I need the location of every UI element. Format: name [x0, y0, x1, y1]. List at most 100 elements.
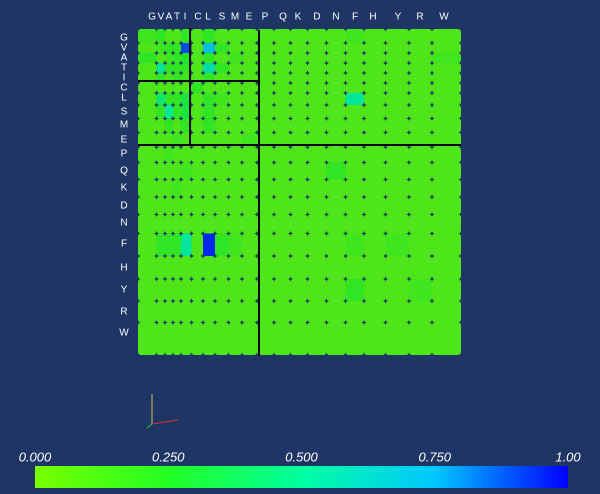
- y-tick-label: V: [121, 43, 128, 54]
- cell: [326, 162, 346, 180]
- cell: [228, 162, 242, 180]
- cell: [326, 256, 346, 279]
- cell: [290, 63, 308, 73]
- cell: [165, 279, 173, 301]
- cell: [203, 322, 215, 355]
- cell: [181, 53, 192, 63]
- cell: [191, 105, 203, 119]
- cell: [191, 233, 203, 256]
- cell: [364, 256, 386, 279]
- cell: [432, 53, 461, 63]
- cell: [173, 105, 181, 119]
- cell: [432, 322, 461, 355]
- cell: [257, 214, 274, 234]
- cell: [228, 29, 242, 43]
- y-tick-label: H: [120, 263, 127, 274]
- cell: [257, 29, 274, 43]
- cell: [156, 83, 165, 93]
- y-tick-label: E: [121, 135, 128, 146]
- cell: [173, 147, 181, 163]
- cell: [432, 118, 461, 133]
- cell: [409, 301, 432, 323]
- cell: [409, 147, 432, 163]
- cell: [228, 63, 242, 73]
- y-tick-label: L: [121, 93, 127, 104]
- cell: [274, 118, 291, 133]
- cell: [181, 214, 192, 234]
- cell: [138, 301, 157, 323]
- cell: [173, 322, 181, 355]
- cell: [138, 279, 157, 301]
- cell: [326, 132, 346, 147]
- cell: [156, 147, 165, 163]
- cell: [326, 73, 346, 83]
- cell: [432, 29, 461, 43]
- cell: [307, 63, 327, 73]
- cell: [409, 279, 432, 301]
- cell: [432, 279, 461, 301]
- cell: [345, 132, 364, 147]
- cell: [165, 233, 173, 256]
- cell: [156, 43, 165, 53]
- cell: [409, 93, 432, 105]
- cell: [409, 83, 432, 93]
- cell: [257, 105, 274, 119]
- cell: [138, 105, 157, 119]
- cell: [165, 256, 173, 279]
- cell: [228, 83, 242, 93]
- cell: [385, 73, 409, 83]
- cell: [257, 279, 274, 301]
- cell: [257, 256, 274, 279]
- cell: [181, 162, 192, 180]
- cell: [326, 147, 346, 163]
- x-tick-label: P: [262, 12, 269, 23]
- cell: [138, 179, 157, 197]
- cell: [156, 279, 165, 301]
- cell: [290, 322, 308, 355]
- cell: [228, 53, 242, 63]
- cell: [165, 179, 173, 197]
- cell: [290, 179, 308, 197]
- y-tick-label: P: [121, 149, 128, 160]
- cell: [173, 83, 181, 93]
- cell: [215, 214, 229, 234]
- cell: [307, 214, 327, 234]
- cell: [257, 301, 274, 323]
- cell: [257, 93, 274, 105]
- cell: [345, 147, 364, 163]
- cell: [203, 105, 215, 119]
- y-tick-label: I: [123, 73, 126, 84]
- cell: [228, 233, 242, 256]
- cell: [181, 43, 192, 53]
- cell: [228, 322, 242, 355]
- cell: [432, 93, 461, 105]
- cell: [165, 43, 173, 53]
- cell: [181, 147, 192, 163]
- cell: [326, 279, 346, 301]
- cell: [432, 301, 461, 323]
- cell: [409, 43, 432, 53]
- cell: [290, 73, 308, 83]
- cell: [385, 43, 409, 53]
- cell: [326, 105, 346, 119]
- cell: [242, 29, 257, 43]
- x-tick-label: Y: [395, 12, 402, 23]
- cell: [345, 301, 364, 323]
- cell: [242, 162, 257, 180]
- colorbar-tick-label: 0.000: [19, 449, 52, 464]
- cell: [257, 197, 274, 215]
- cell: [257, 322, 274, 355]
- cell: [215, 179, 229, 197]
- cell: [307, 322, 327, 355]
- cell: [156, 301, 165, 323]
- x-tick-label: Q: [279, 12, 287, 23]
- cell: [290, 162, 308, 180]
- cell: [345, 63, 364, 73]
- cell: [345, 83, 364, 93]
- cell: [215, 162, 229, 180]
- cell: [138, 162, 157, 180]
- cell: [364, 53, 386, 63]
- cell: [345, 162, 364, 180]
- cell: [203, 83, 215, 93]
